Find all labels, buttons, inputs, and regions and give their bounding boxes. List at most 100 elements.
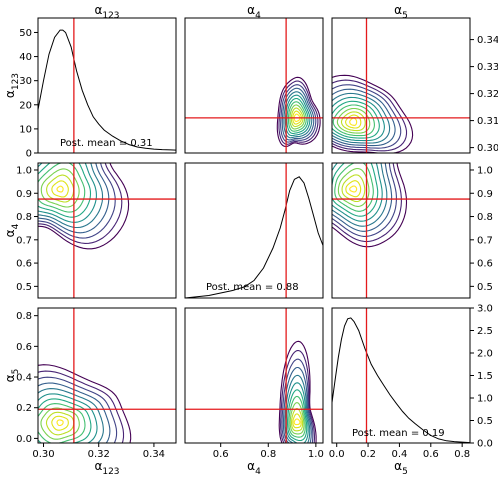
posterior-mean-a123: Post. mean = 0.31 bbox=[60, 138, 153, 149]
panel-a123-vs-a4 bbox=[184, 17, 324, 154]
contour-level bbox=[336, 107, 371, 134]
y-tick-label-right: 0.33 bbox=[477, 62, 498, 73]
y-tick-label: 0 bbox=[26, 149, 32, 160]
contour-level bbox=[40, 407, 80, 440]
marginal-curve-a5 bbox=[332, 317, 470, 443]
y-label-a4: α4 bbox=[3, 223, 21, 237]
contour-level bbox=[332, 163, 397, 237]
panel-a4-vs-a4 bbox=[184, 162, 324, 299]
contour-level bbox=[278, 340, 317, 443]
posterior-mean-a4: Post. mean = 0.88 bbox=[206, 282, 299, 293]
y-tick-label-right: 0.5 bbox=[477, 416, 493, 427]
y-tick-label: 0.8 bbox=[16, 212, 32, 223]
y-tick-label-right: 0.34 bbox=[477, 35, 498, 46]
x-tick-label: 0.6 bbox=[423, 449, 439, 460]
contour-level bbox=[38, 376, 118, 443]
y-tick-label-right: 1.5 bbox=[477, 371, 493, 382]
y-tick-label: 0.9 bbox=[16, 189, 32, 200]
contour-level bbox=[332, 92, 391, 144]
contour-level bbox=[288, 395, 306, 438]
y-tick-label-right: 2.0 bbox=[477, 349, 493, 360]
x-tick-label: 0.32 bbox=[88, 449, 110, 460]
panel-a5-vs-a5 bbox=[331, 307, 471, 444]
panel-frame bbox=[37, 307, 177, 444]
contour-level bbox=[332, 104, 375, 137]
panel-a123-vs-a123 bbox=[37, 17, 177, 154]
y-label-a5: α5 bbox=[3, 369, 21, 383]
contour-level bbox=[345, 114, 362, 129]
y-tick-label-right: 1.0 bbox=[477, 394, 493, 405]
contour-level bbox=[281, 358, 314, 443]
contour-level bbox=[38, 388, 104, 443]
marginal-curve-a4 bbox=[185, 176, 323, 298]
x-tick-label: 1.0 bbox=[308, 449, 324, 460]
svg-text:α123: α123 bbox=[94, 3, 119, 21]
y-tick-label-right: 0.31 bbox=[477, 116, 498, 127]
contour-level bbox=[38, 163, 92, 218]
contour-level bbox=[282, 366, 312, 443]
panel-frame bbox=[184, 17, 324, 154]
svg-text:α123: α123 bbox=[3, 73, 21, 98]
contour-level bbox=[332, 163, 408, 248]
contour-level bbox=[45, 411, 75, 436]
contour-level bbox=[289, 402, 305, 435]
contour-level bbox=[38, 163, 116, 239]
y-tick-label-right: 0.7 bbox=[477, 235, 493, 246]
contour-level bbox=[340, 111, 366, 132]
contour-level bbox=[56, 419, 64, 427]
x-label-a4: α4 bbox=[247, 459, 261, 477]
panel-a123-vs-a5 bbox=[331, 17, 471, 154]
y-tick-label: 50 bbox=[19, 28, 32, 39]
x-tick-label: 0.6 bbox=[213, 449, 229, 460]
y-tick-label-right: 0.5 bbox=[477, 282, 493, 293]
y-tick-label-right: 0.6 bbox=[477, 259, 493, 270]
x-label-a123: α123 bbox=[94, 459, 119, 477]
y-tick-label: 0.4 bbox=[16, 373, 32, 384]
contour-level bbox=[38, 364, 132, 443]
contour-level bbox=[349, 185, 358, 193]
panel-frame bbox=[37, 162, 177, 299]
x-tick-label: 0.8 bbox=[454, 449, 470, 460]
contour-level bbox=[337, 168, 370, 207]
contour-level bbox=[332, 163, 379, 217]
x-tick-label: 0.4 bbox=[391, 449, 407, 460]
svg-text:α5: α5 bbox=[394, 3, 408, 21]
contour-level bbox=[38, 393, 98, 443]
contour-level bbox=[332, 84, 402, 149]
panel-frame bbox=[37, 17, 177, 154]
contour-level bbox=[349, 117, 358, 126]
y-tick-label-right: 0.30 bbox=[477, 143, 498, 154]
contour-level bbox=[38, 163, 97, 223]
contour-level bbox=[38, 163, 110, 234]
x-tick-label: 0.2 bbox=[360, 449, 376, 460]
y-tick-label: 30 bbox=[19, 76, 32, 87]
panel-frame bbox=[331, 307, 471, 444]
marginal-curve-a123 bbox=[38, 29, 176, 151]
x-tick-label: 0.0 bbox=[329, 449, 345, 460]
y-tick-label: 10 bbox=[19, 124, 32, 135]
y-tick-label-right: 1.0 bbox=[477, 165, 493, 176]
y-tick-label-right: 2.5 bbox=[477, 326, 493, 337]
y-tick-label-right: 0.32 bbox=[477, 89, 498, 100]
contour-level bbox=[332, 163, 393, 232]
y-label-a123: α123 bbox=[3, 73, 21, 98]
y-tick-label: 40 bbox=[19, 52, 32, 63]
contour-level bbox=[51, 415, 69, 431]
contour-level bbox=[38, 370, 125, 443]
contour-level bbox=[286, 389, 308, 442]
panel-frame bbox=[331, 17, 471, 154]
contour-level bbox=[332, 88, 396, 147]
contour-level bbox=[292, 413, 302, 429]
panel-frame bbox=[184, 162, 324, 299]
svg-text:α5: α5 bbox=[394, 459, 408, 477]
contour-level bbox=[332, 163, 388, 227]
panel-a5-vs-a4 bbox=[184, 307, 324, 444]
contour-level bbox=[40, 168, 80, 208]
posterior-mean-a5: Post. mean = 0.19 bbox=[352, 428, 445, 439]
y-tick-label: 0.6 bbox=[16, 259, 32, 270]
panel-frame bbox=[184, 307, 324, 444]
y-tick-label: 0.5 bbox=[16, 282, 32, 293]
y-tick-label: 0.7 bbox=[16, 235, 32, 246]
contour-level bbox=[56, 185, 64, 193]
